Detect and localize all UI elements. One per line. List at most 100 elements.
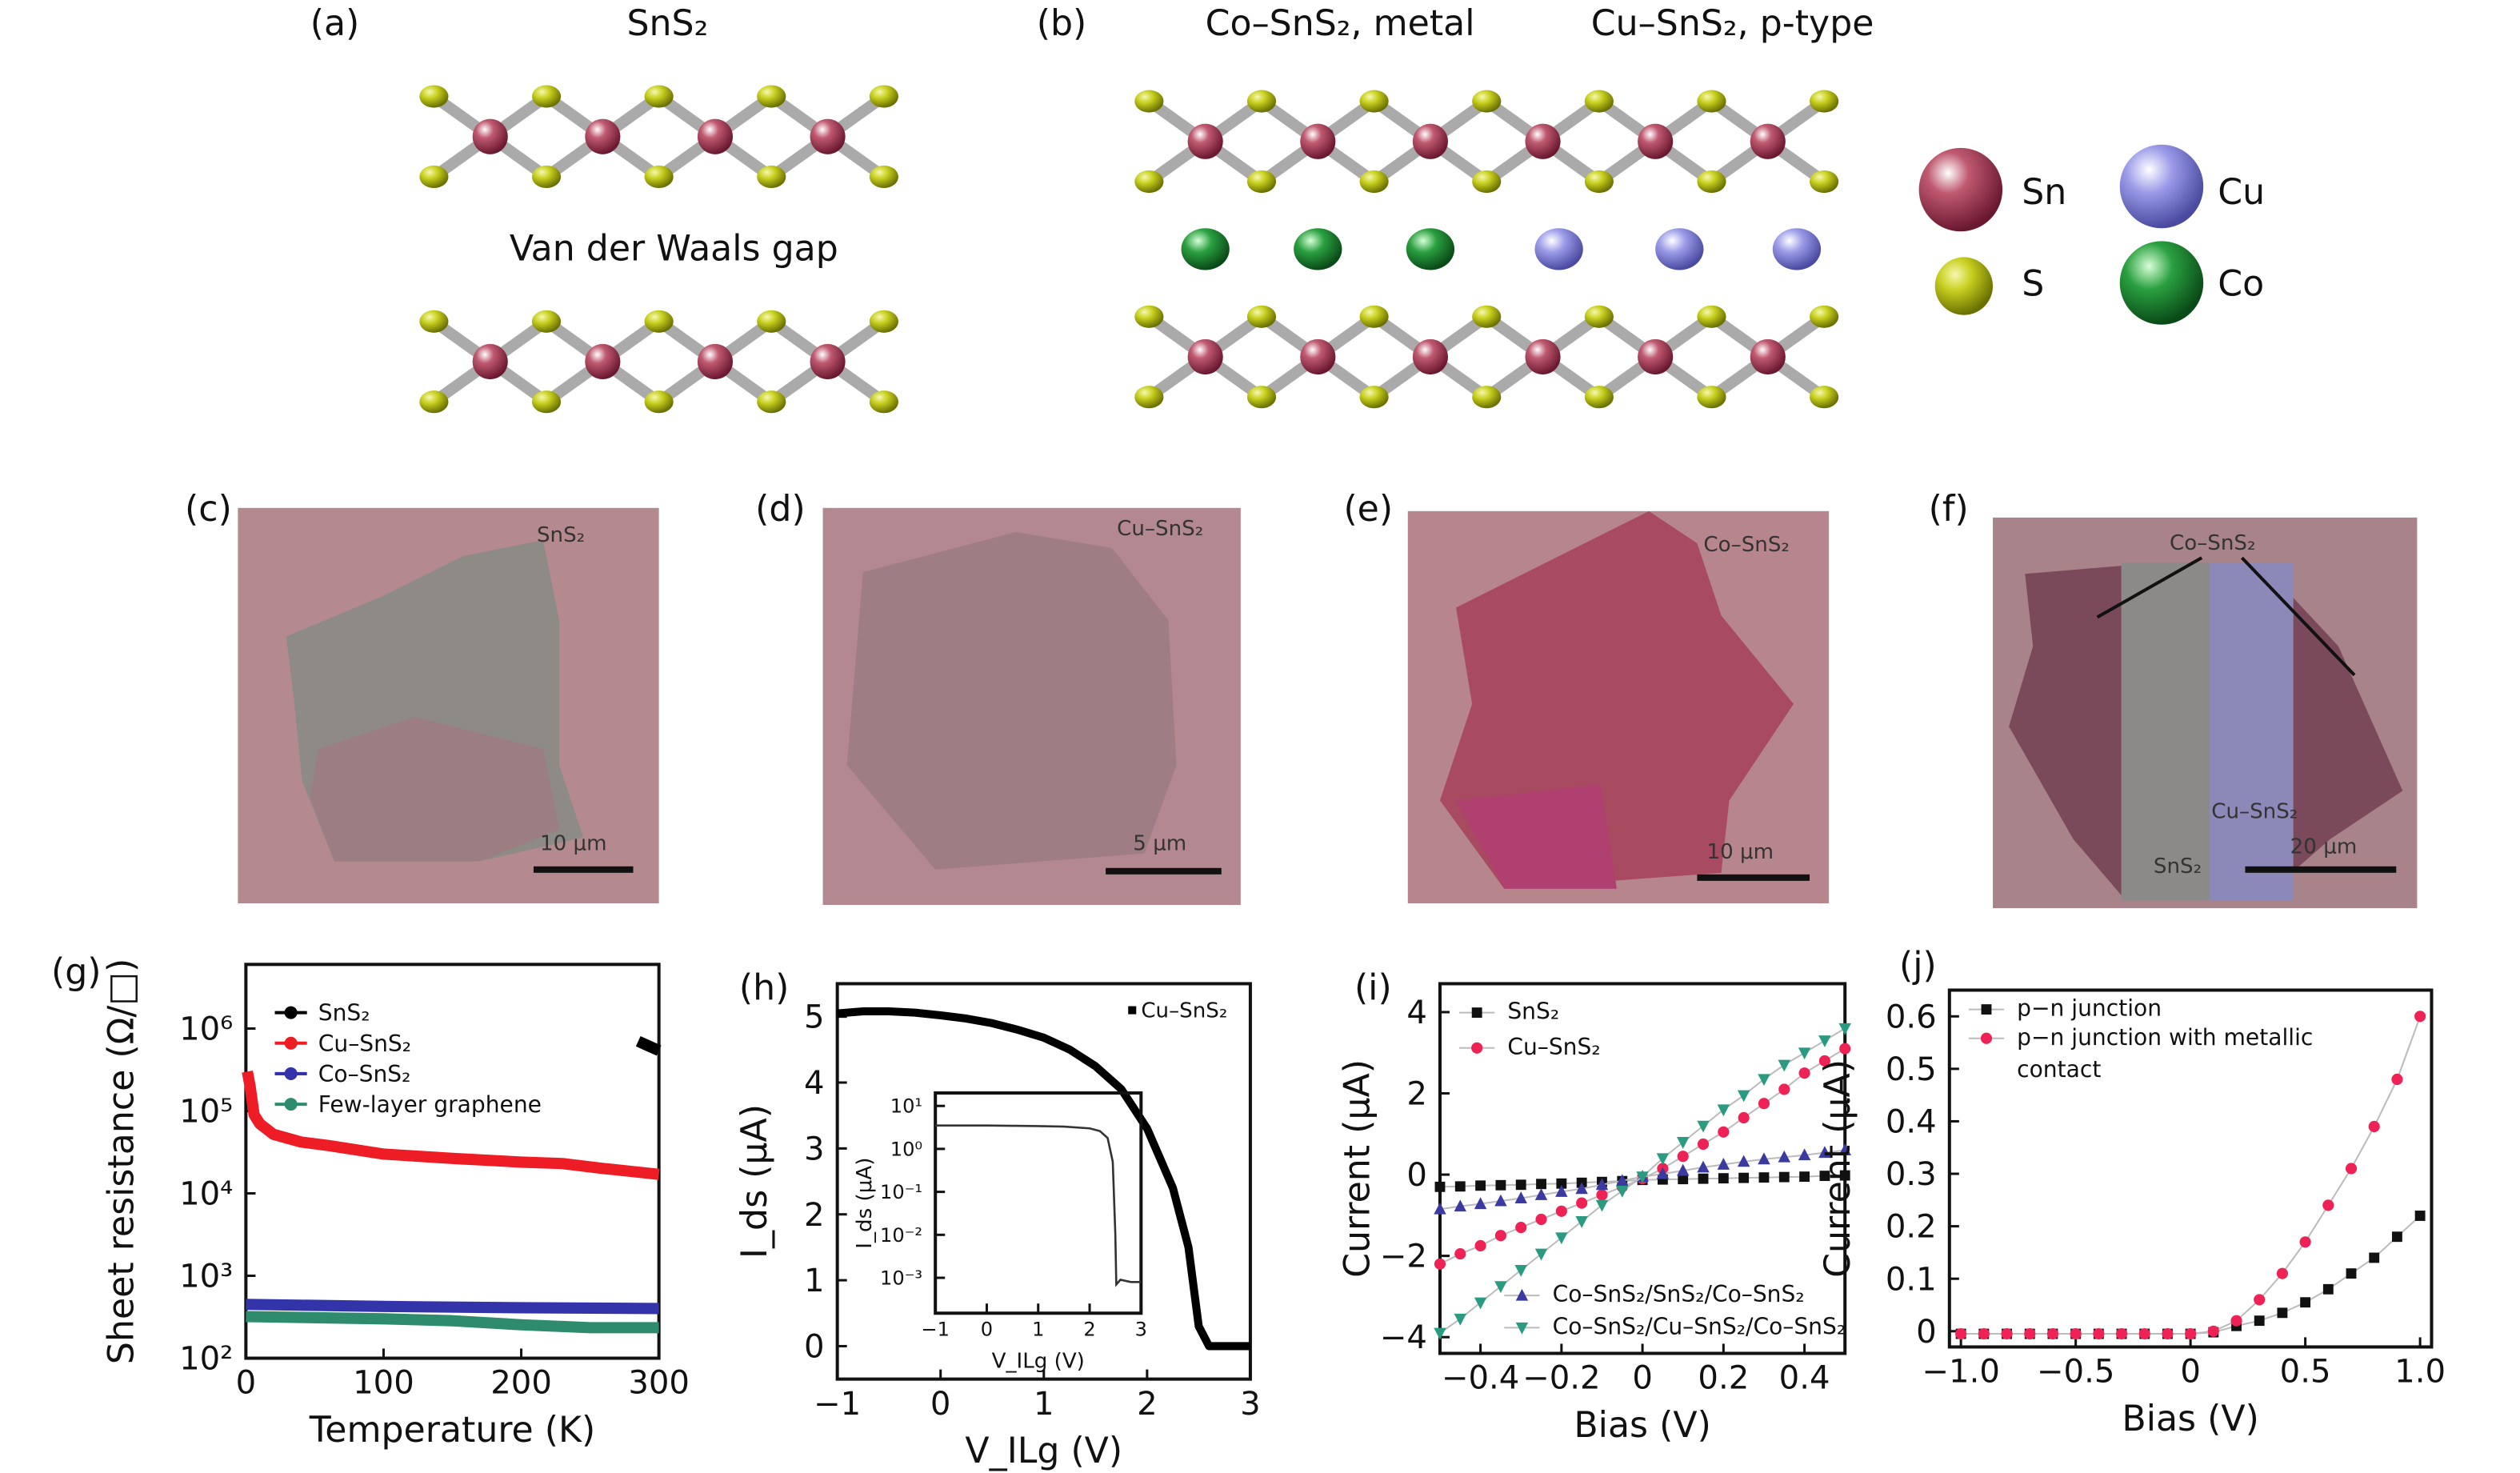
data-point-circle (2185, 1327, 2197, 1340)
legend-label: Co–SnS₂ (318, 1061, 411, 1087)
data-point-triangle-up (1515, 1288, 1529, 1301)
tin-atom (697, 343, 734, 380)
data-point-triangle-down (1778, 1059, 1790, 1072)
y-axis-label: Sheet resistance (Ω/□) (102, 959, 142, 1364)
legend-marker (284, 1036, 298, 1050)
x-axis-label: V_ILg (V) (965, 1431, 1122, 1471)
micrograph-f-tag3: SnS₂ (2153, 855, 2202, 879)
data-point-triangle-down (1677, 1137, 1690, 1149)
data-point-circle (2345, 1163, 2358, 1175)
data-point-triangle-up (1595, 1178, 1609, 1191)
cobalt-atom (1181, 228, 1230, 270)
x-tick-label: 1 (1034, 1386, 1054, 1423)
inset-x-axis-label: V_ILg (V) (992, 1350, 1085, 1374)
sulfur-atom (531, 390, 562, 414)
data-point-square (1819, 1171, 1830, 1182)
tin-atom (1412, 338, 1449, 375)
data-point-triangle-up (1534, 1188, 1548, 1200)
data-point-square (2391, 1231, 2402, 1243)
series-line (242, 1071, 660, 1180)
sulfur-atom (757, 165, 786, 189)
tin-atom (1187, 123, 1223, 159)
tin-atom (585, 118, 621, 154)
tin-atom (1638, 338, 1674, 375)
data-point-circle (2115, 1327, 2128, 1340)
panel-label: (g) (51, 951, 102, 992)
data-point-triangle-down (1656, 1153, 1670, 1166)
scale-bar-c (533, 866, 634, 873)
data-point-triangle-up (1434, 1202, 1446, 1215)
data-point-triangle-up (1555, 1185, 1568, 1197)
legend-marker (284, 1067, 298, 1080)
sulfur-atom (419, 390, 449, 414)
micrograph-d: Cu–SnS₂ 5 μm (822, 507, 1241, 906)
data-point-square (2277, 1307, 2288, 1319)
data-point-circle (1738, 1111, 1750, 1124)
cobalt-atom (1294, 228, 1342, 270)
data-point-triangle-down (1494, 1281, 1507, 1294)
tin-atom (472, 343, 508, 380)
data-point-triangle-down (1717, 1104, 1730, 1117)
sulfur-atom (869, 310, 898, 333)
data-point-triangle-down (1434, 1327, 1446, 1340)
tin-atom (472, 118, 508, 154)
series-line (246, 1299, 659, 1315)
data-point-circle (1718, 1126, 1730, 1138)
sulfur-atom (644, 85, 674, 108)
inset-series-line (935, 1124, 1142, 1287)
legend-label: p−n junction (2017, 995, 2162, 1022)
sulfur-atom (757, 310, 786, 333)
data-point-triangle-up (1838, 1143, 1851, 1156)
x-tick-label: 100 (353, 1365, 414, 1402)
micrograph-d-tag: Cu–SnS₂ (1117, 517, 1204, 542)
series-line (837, 1007, 1250, 1351)
x-tick-label: 300 (628, 1365, 690, 1402)
sulfur-atom (1134, 170, 1164, 194)
tin-atom (1525, 338, 1561, 375)
y-axis-label: I_ds (μA) (734, 1104, 775, 1259)
crystal-structures (419, 85, 2204, 414)
data-point-square (1475, 1180, 1486, 1191)
sulfur-atom (1134, 386, 1164, 409)
data-point-circle (2093, 1327, 2105, 1340)
data-point-circle (1576, 1197, 1588, 1209)
legend-label: Few-layer graphene (318, 1091, 542, 1118)
data-point-triangle-down (1575, 1216, 1588, 1228)
x-tick-label: −1 (814, 1386, 861, 1423)
data-point-circle (2046, 1327, 2059, 1340)
x-tick-label: 2 (1137, 1386, 1158, 1423)
legend-s-sphere (1934, 257, 1994, 315)
panel-b-title-right: Cu–SnS₂, p-type (1590, 5, 1874, 46)
chart-j: (j) −1.0 −0.5 0 0.5 1.0 0 0.1 0.2 0.3 0.4 0.5 0.6 Bia… (1818, 945, 2446, 1439)
tin-atom (1750, 338, 1786, 375)
data-point-triangle-up (1697, 1160, 1710, 1173)
inset-y-tick-label: 10⁰ (890, 1138, 922, 1160)
data-point-circle (1978, 1327, 1990, 1340)
data-point-circle (2024, 1327, 2036, 1340)
data-point-triangle-up (1656, 1167, 1670, 1179)
x-tick-label: 0.2 (1698, 1360, 1749, 1397)
sulfur-atom (1472, 170, 1502, 194)
y-tick-label: 3 (804, 1131, 825, 1167)
sulfur-atom (419, 165, 449, 189)
sns2-layer-top (419, 85, 898, 189)
tin-atom (585, 343, 621, 380)
panel-label-f: (f) (1928, 490, 1969, 530)
data-point-square (1839, 1170, 1850, 1181)
y-tick-label: 4 (1406, 995, 1427, 1031)
sulfur-atom (531, 85, 562, 108)
data-point-square (1434, 1181, 1446, 1192)
micrograph-c-tag: SnS₂ (536, 523, 586, 549)
data-point-square (1738, 1172, 1750, 1183)
data-point-circle (2162, 1327, 2174, 1340)
data-point-circle (1434, 1258, 1446, 1270)
data-point-circle (2001, 1327, 2013, 1340)
tin-atom (1300, 338, 1336, 375)
sulfur-atom (1246, 305, 1277, 328)
legend-label: SnS₂ (318, 1000, 370, 1027)
data-point-circle (1818, 1055, 1830, 1067)
y-tick-label: 0.5 (1886, 1051, 1937, 1088)
data-point-circle (2299, 1236, 2311, 1248)
sulfur-atom (419, 85, 449, 108)
